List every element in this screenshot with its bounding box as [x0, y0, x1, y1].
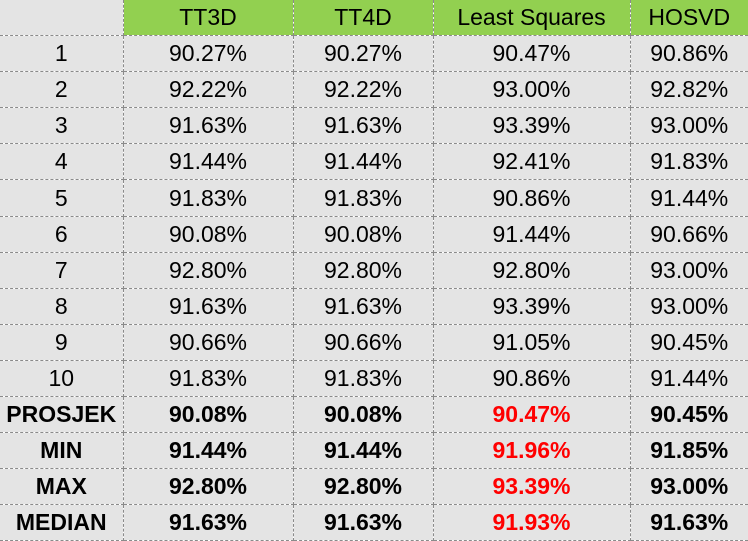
table-cell: 92.80%	[293, 252, 434, 289]
summary-cell-highlight: 90.47%	[433, 396, 631, 434]
table-cell: 93.00%	[630, 107, 748, 145]
table-cell: 91.63%	[123, 288, 294, 325]
summary-cell-highlight: 93.39%	[433, 468, 631, 506]
table-cell: 90.86%	[630, 35, 748, 73]
table-row: 9 90.66% 90.66% 91.05% 90.45%	[0, 324, 748, 361]
table-cell: 91.44%	[630, 179, 748, 217]
table-cell: 91.05%	[433, 324, 631, 361]
table-row: 6 90.08% 90.08% 91.44% 90.66%	[0, 216, 748, 253]
table-cell: 91.83%	[293, 179, 434, 217]
table-row: 7 92.80% 92.80% 92.80% 93.00%	[0, 252, 748, 289]
table-cell: 91.83%	[123, 360, 294, 398]
table-cell: 90.08%	[123, 216, 294, 253]
column-header-least-squares: Least Squares	[433, 0, 631, 37]
table-cell: 91.83%	[123, 179, 294, 217]
summary-row-median: MEDIAN 91.63% 91.63% 91.93% 91.63%	[0, 504, 748, 541]
table-cell: 90.27%	[293, 35, 434, 73]
table-row: 10 91.83% 91.83% 90.86% 91.44%	[0, 360, 748, 398]
table-row: 3 91.63% 91.63% 93.39% 93.00%	[0, 107, 748, 145]
summary-row-min: MIN 91.44% 91.44% 91.96% 91.85%	[0, 432, 748, 470]
table-cell: 93.00%	[433, 71, 631, 109]
table-cell: 91.44%	[293, 143, 434, 181]
summary-row-max: MAX 92.80% 92.80% 93.39% 93.00%	[0, 468, 748, 506]
summary-cell: 90.45%	[630, 396, 748, 434]
table-cell: 90.45%	[630, 324, 748, 361]
table-cell: 90.08%	[293, 216, 434, 253]
row-label: 2	[0, 71, 124, 109]
table-cell: 90.86%	[433, 179, 631, 217]
table-cell: 92.82%	[630, 71, 748, 109]
row-label: 7	[0, 252, 124, 289]
column-header-tt3d: TT3D	[123, 0, 294, 37]
table-cell: 93.00%	[630, 252, 748, 289]
summary-cell: 93.00%	[630, 468, 748, 506]
table-cell: 92.22%	[293, 71, 434, 109]
table-cell: 90.66%	[293, 324, 434, 361]
corner-cell	[0, 0, 124, 37]
table-cell: 90.66%	[123, 324, 294, 361]
table-cell: 91.44%	[123, 143, 294, 181]
table-cell: 91.83%	[293, 360, 434, 398]
row-label: 6	[0, 216, 124, 253]
summary-label: MIN	[0, 432, 124, 470]
column-header-hosvd: HOSVD	[630, 0, 748, 37]
row-label: 9	[0, 324, 124, 361]
row-label: 3	[0, 107, 124, 145]
table-cell: 91.44%	[433, 216, 631, 253]
summary-label: PROSJEK	[0, 396, 124, 434]
row-label: 8	[0, 288, 124, 325]
summary-cell-highlight: 91.96%	[433, 432, 631, 470]
table-cell: 91.63%	[293, 107, 434, 145]
row-label: 4	[0, 143, 124, 181]
table-cell: 93.39%	[433, 288, 631, 325]
summary-cell: 91.63%	[630, 504, 748, 541]
summary-cell: 91.44%	[123, 432, 294, 470]
row-label: 5	[0, 179, 124, 217]
table-cell: 91.44%	[630, 360, 748, 398]
summary-label: MAX	[0, 468, 124, 506]
row-label: 1	[0, 35, 124, 73]
table-row: 5 91.83% 91.83% 90.86% 91.44%	[0, 179, 748, 217]
table-cell: 92.80%	[433, 252, 631, 289]
summary-label: MEDIAN	[0, 504, 124, 541]
table-cell: 90.27%	[123, 35, 294, 73]
table-cell: 90.66%	[630, 216, 748, 253]
table-cell: 93.00%	[630, 288, 748, 325]
table-cell: 90.86%	[433, 360, 631, 398]
summary-cell: 90.08%	[293, 396, 434, 434]
table-row: 8 91.63% 91.63% 93.39% 93.00%	[0, 288, 748, 325]
table-cell: 92.22%	[123, 71, 294, 109]
table-cell: 90.47%	[433, 35, 631, 73]
table-cell: 91.63%	[293, 288, 434, 325]
summary-cell: 91.85%	[630, 432, 748, 470]
summary-cell: 91.63%	[123, 504, 294, 541]
table-row: 1 90.27% 90.27% 90.47% 90.86%	[0, 35, 748, 73]
table-row: 2 92.22% 92.22% 93.00% 92.82%	[0, 71, 748, 109]
summary-row-average: PROSJEK 90.08% 90.08% 90.47% 90.45%	[0, 396, 748, 434]
summary-cell: 92.80%	[293, 468, 434, 506]
table-cell: 91.63%	[123, 107, 294, 145]
summary-cell: 91.44%	[293, 432, 434, 470]
table-row: 4 91.44% 91.44% 92.41% 91.83%	[0, 143, 748, 181]
summary-cell-highlight: 91.93%	[433, 504, 631, 541]
summary-cell: 90.08%	[123, 396, 294, 434]
table-cell: 92.80%	[123, 252, 294, 289]
summary-cell: 91.63%	[293, 504, 434, 541]
table-cell: 91.83%	[630, 143, 748, 181]
table-cell: 92.41%	[433, 143, 631, 181]
column-header-tt4d: TT4D	[293, 0, 434, 37]
table-cell: 93.39%	[433, 107, 631, 145]
summary-cell: 92.80%	[123, 468, 294, 506]
row-label: 10	[0, 360, 124, 398]
header-row: TT3D TT4D Least Squares HOSVD	[0, 0, 748, 37]
